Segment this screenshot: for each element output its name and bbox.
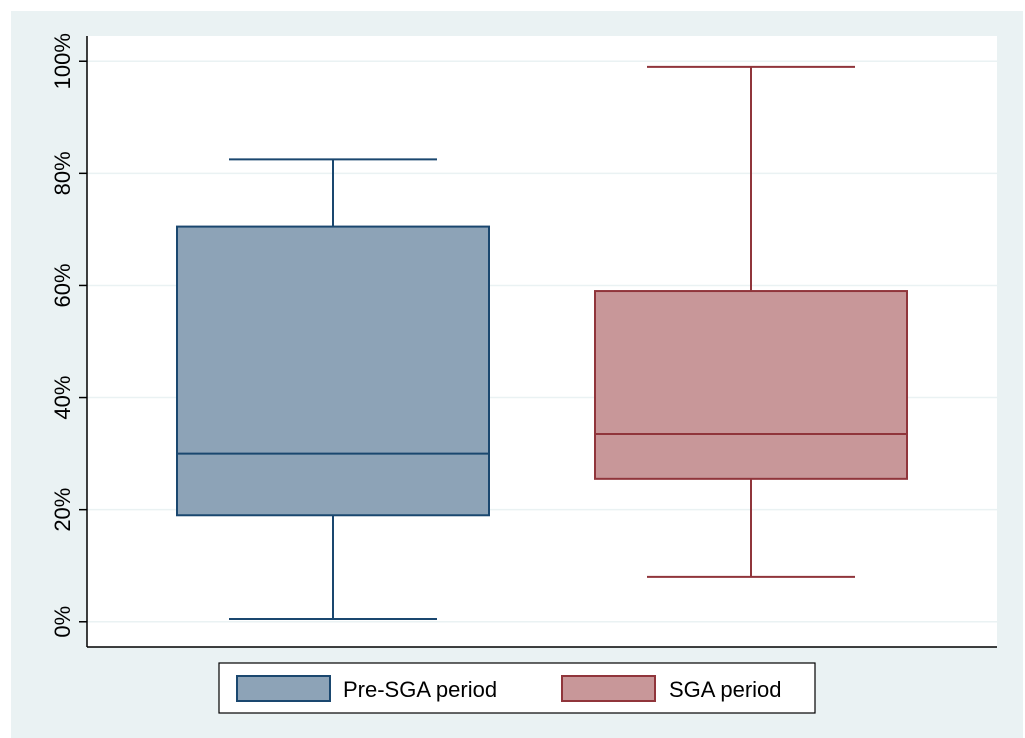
y-tick-label: 20% xyxy=(50,488,75,532)
y-tick-label: 60% xyxy=(50,263,75,307)
y-tick-label: 0% xyxy=(50,606,75,638)
legend-label-pre-sga: Pre-SGA period xyxy=(343,677,497,702)
legend-label-sga: SGA period xyxy=(669,677,782,702)
box-pre-sga xyxy=(176,158,490,620)
y-tick-label: 40% xyxy=(50,376,75,420)
box-sga xyxy=(594,65,908,578)
boxes xyxy=(176,65,908,620)
legend: Pre-SGA period SGA period xyxy=(218,662,816,714)
iqr-box xyxy=(176,225,490,517)
y-tick-label: 100% xyxy=(50,33,75,89)
legend-swatch-sga xyxy=(561,675,656,702)
y-axis-ticks: 0% 20% 40% 60% 80% 100% xyxy=(50,33,87,638)
legend-swatch-pre-sga xyxy=(236,675,331,702)
y-tick-label: 80% xyxy=(50,151,75,195)
iqr-box xyxy=(594,290,908,480)
